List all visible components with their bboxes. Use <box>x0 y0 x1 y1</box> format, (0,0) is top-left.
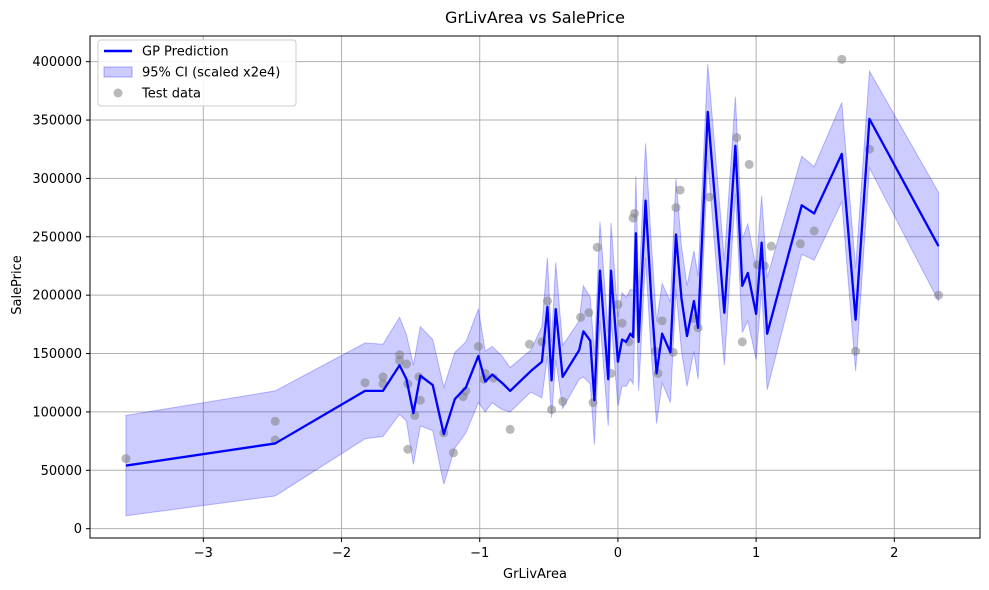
test-data-point <box>448 448 458 458</box>
x-ticks: −3 −2 −1 0 1 2 <box>194 538 898 561</box>
legend-label-ci: 95% CI (scaled x2e4) <box>142 66 280 81</box>
test-data-point <box>270 416 280 426</box>
legend-band-swatch <box>103 66 133 78</box>
y-tick-label: 0 <box>74 522 82 537</box>
y-ticks: 0 50000 100000 150000 200000 250000 300000 3500… <box>32 55 90 537</box>
legend-label-prediction: GP Prediction <box>142 45 229 60</box>
legend-label-test: Test data <box>141 87 201 102</box>
test-data-point <box>759 261 769 271</box>
test-data-point <box>617 318 627 328</box>
y-tick-label: 150000 <box>32 347 82 362</box>
scatter-layer <box>121 54 944 464</box>
line-layer <box>125 110 940 467</box>
test-data-point <box>410 410 420 420</box>
legend: GP Prediction 95% CI (scaled x2e4) Test … <box>97 39 297 107</box>
test-data-point <box>613 300 623 310</box>
gp-prediction-line <box>125 110 940 467</box>
test-data-point <box>401 359 411 369</box>
x-tick-label: −3 <box>194 546 213 561</box>
test-data-point <box>704 192 714 202</box>
y-tick-label: 250000 <box>32 230 82 245</box>
test-data-point <box>766 241 776 251</box>
test-data-point <box>675 185 685 195</box>
legend-box <box>97 39 297 107</box>
test-data-point <box>378 372 388 382</box>
test-data-point <box>732 133 742 143</box>
test-data-point <box>584 308 594 318</box>
test-data-point <box>809 226 819 236</box>
ci-band-layer <box>125 63 940 517</box>
test-data-point <box>121 454 131 464</box>
test-data-point <box>576 312 586 322</box>
y-tick-label: 100000 <box>32 405 82 420</box>
test-data-point <box>592 242 602 252</box>
test-data-point <box>744 159 754 169</box>
test-data-point <box>630 208 640 218</box>
test-data-point <box>415 395 425 405</box>
test-data-point <box>851 346 861 356</box>
y-tick-label: 400000 <box>32 55 82 70</box>
test-data-point <box>403 444 413 454</box>
test-data-point <box>524 339 534 349</box>
test-data-point <box>737 337 747 347</box>
test-data-point <box>671 203 681 213</box>
test-data-point <box>837 54 847 64</box>
x-tick-label: −1 <box>470 546 489 561</box>
y-tick-label: 350000 <box>32 114 82 129</box>
y-tick-label: 200000 <box>32 289 82 304</box>
test-data-point <box>360 378 370 388</box>
x-tick-label: 0 <box>614 546 622 561</box>
test-data-point <box>505 424 515 434</box>
test-data-point <box>588 398 598 408</box>
test-data-point <box>657 316 667 326</box>
plot-area-frame <box>89 35 981 539</box>
x-tick-label: 1 <box>752 546 760 561</box>
test-data-point <box>795 239 805 249</box>
test-data-point <box>934 290 944 300</box>
y-axis-label: SalePrice <box>10 255 25 315</box>
x-tick-label: −2 <box>332 546 351 561</box>
legend-point-swatch <box>113 88 123 98</box>
test-data-point <box>542 296 552 306</box>
x-tick-label: 2 <box>890 546 898 561</box>
y-tick-label: 50000 <box>41 464 82 479</box>
x-axis-label: GrLivArea <box>503 567 567 582</box>
y-tick-label: 300000 <box>32 172 82 187</box>
test-data-point <box>547 405 557 415</box>
chart-title: GrLivArea vs SalePrice <box>445 8 625 27</box>
test-data-point <box>558 396 568 406</box>
ci-band <box>125 63 940 517</box>
test-data-point <box>473 342 483 352</box>
test-data-point <box>395 356 405 366</box>
